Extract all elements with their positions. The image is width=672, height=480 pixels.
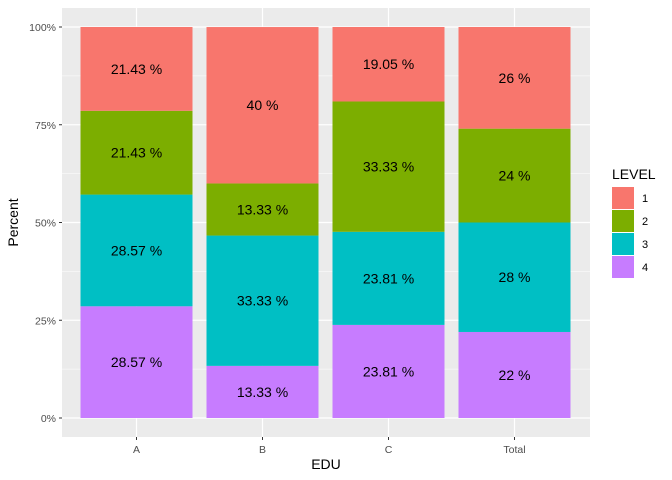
x-axis-title: EDU xyxy=(311,456,341,472)
y-tick-label: 25% xyxy=(35,315,56,327)
bar-segment-C-level-1 xyxy=(332,27,445,102)
y-tick-label: 100% xyxy=(29,22,56,34)
bar-value-labels: 28.57 % 28.57 % 21.43 % 21.43 % 13.33 % 33.33… xyxy=(111,56,531,400)
x-tick-label: Total xyxy=(503,444,525,456)
bar-value-label: 40 % xyxy=(247,97,279,113)
bar-value-label: 28.57 % xyxy=(111,354,162,370)
bar-segment-Total-level-1 xyxy=(458,27,571,129)
legend: LEVEL 1 2 3 4 xyxy=(612,166,656,278)
bar-value-label: 33.33 % xyxy=(363,159,414,175)
y-axis: 0% 25% 50% 75% 100% xyxy=(29,22,62,425)
bar-value-label: 21.43 % xyxy=(111,145,162,161)
x-axis: A B C Total xyxy=(133,437,526,456)
bar-segment-C-level-4 xyxy=(332,324,445,418)
legend-label: 4 xyxy=(642,262,648,274)
bar-value-label: 23.81 % xyxy=(363,363,414,379)
bar-segment-Total-level-4 xyxy=(458,331,571,418)
x-tick-label: C xyxy=(385,444,393,456)
bar-segment-C-level-2 xyxy=(332,101,445,232)
bar-value-label: 28.57 % xyxy=(111,242,162,258)
bar-segment-B-level-2 xyxy=(206,183,319,236)
bar-value-label: 13.33 % xyxy=(237,201,288,217)
bar-value-label: 24 % xyxy=(499,168,531,184)
bar-value-label: 28 % xyxy=(499,269,531,285)
y-axis-title: Percent xyxy=(5,198,21,246)
legend-label: 1 xyxy=(642,193,648,205)
bar-segment-Total-level-2 xyxy=(458,128,571,223)
y-tick-label: 50% xyxy=(35,218,56,230)
bar-value-label: 33.33 % xyxy=(237,293,288,309)
bar-value-label: 22 % xyxy=(499,367,531,383)
y-tick-label: 75% xyxy=(35,120,56,132)
bar-value-label: 13.33 % xyxy=(237,384,288,400)
bar-segment-Total-level-3 xyxy=(458,222,571,332)
bar-segment-B-level-1 xyxy=(206,27,319,184)
bar-segment-B-level-3 xyxy=(206,235,319,366)
legend-title: LEVEL xyxy=(612,166,656,182)
bar-segment-A-level-2 xyxy=(80,110,193,195)
legend-swatch-level-2 xyxy=(612,210,634,232)
bar-segment-A-level-3 xyxy=(80,194,193,307)
legend-label: 3 xyxy=(642,239,648,251)
bar-segment-A-level-1 xyxy=(80,27,193,111)
bar-value-label: 23.81 % xyxy=(363,270,414,286)
bar-value-label: 26 % xyxy=(499,70,531,86)
bar-value-label: 19.05 % xyxy=(363,56,414,72)
bar-segment-C-level-3 xyxy=(332,231,445,325)
bars xyxy=(80,27,571,418)
bar-segment-B-level-4 xyxy=(206,365,319,418)
legend-swatch-level-4 xyxy=(612,256,634,278)
legend-label: 2 xyxy=(642,216,648,228)
legend-swatch-level-1 xyxy=(612,187,634,209)
bar-value-label: 21.43 % xyxy=(111,61,162,77)
x-tick-label: B xyxy=(259,444,266,456)
legend-swatch-level-3 xyxy=(612,233,634,255)
x-tick-label: A xyxy=(133,444,140,456)
y-tick-label: 0% xyxy=(41,413,56,425)
bar-segment-A-level-4 xyxy=(80,306,193,418)
